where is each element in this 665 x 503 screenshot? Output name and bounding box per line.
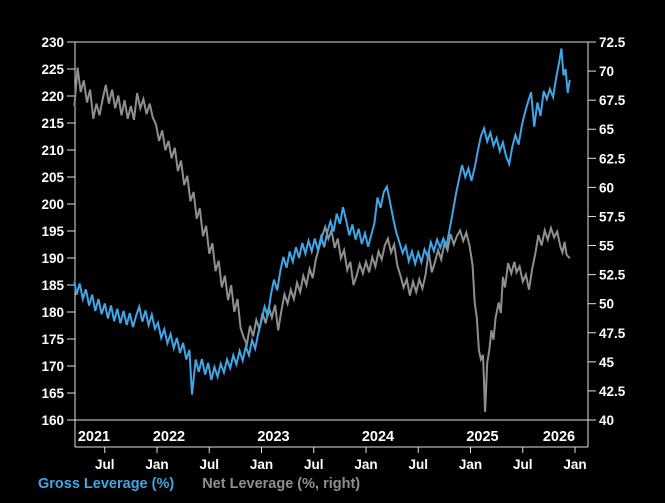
year-label: 2024	[362, 429, 394, 445]
right-axis-label: 50	[599, 297, 614, 312]
month-label: Jan	[563, 457, 586, 472]
left-axis-label: 215	[41, 116, 64, 131]
right-axis-label: 52.5	[599, 268, 626, 283]
left-axis-label: 165	[41, 386, 64, 401]
right-axis-label: 47.5	[599, 326, 626, 341]
month-label: Jan	[145, 457, 168, 472]
right-axis-label: 55	[599, 239, 615, 254]
right-axis-label: 72.5	[599, 35, 626, 50]
right-axis-label: 57.5	[599, 209, 626, 224]
year-label: 2025	[466, 429, 498, 445]
month-label: Jul	[304, 457, 324, 472]
left-axis-label: 180	[41, 305, 64, 320]
chart-title: US Fundamental L/S: Gross vs Net Leverag…	[172, 8, 493, 25]
left-axis-label: 230	[41, 35, 64, 50]
right-axis-label: 67.5	[599, 93, 626, 108]
net-leverage-line	[73, 67, 571, 412]
year-label: 2023	[257, 429, 289, 445]
legend-gross-leverage: Gross Leverage (%)	[38, 476, 175, 492]
left-axis-label: 220	[41, 89, 64, 104]
left-axis-label: 205	[41, 170, 64, 185]
year-label: 2026	[543, 429, 575, 445]
right-axis-label: 65	[599, 122, 615, 137]
right-axis-label: 70	[599, 64, 614, 79]
year-label: 2022	[153, 429, 185, 445]
left-axis-label: 195	[41, 224, 64, 239]
month-label: Jan	[354, 457, 377, 472]
left-axis-label: 160	[41, 413, 64, 428]
left-axis-label: 210	[41, 143, 64, 158]
left-axis-label: 225	[41, 62, 64, 77]
right-axis-label: 45	[599, 355, 615, 370]
right-axis-label: 60	[599, 180, 614, 195]
left-axis-label: 190	[41, 251, 64, 266]
right-axis-label: 40	[599, 413, 614, 428]
left-axis-label: 200	[41, 197, 64, 212]
right-axis-label: 42.5	[599, 384, 626, 399]
month-label: Jan	[459, 457, 482, 472]
month-label: Jul	[199, 457, 219, 472]
legend-net-leverage: Net Leverage (%, right)	[202, 476, 361, 492]
left-axis-label: 185	[41, 278, 64, 293]
month-label: Jan	[250, 457, 273, 472]
right-axis-label: 62.5	[599, 151, 626, 166]
month-label: Jul	[513, 457, 533, 472]
month-label: Jul	[95, 457, 115, 472]
year-label: 2021	[78, 429, 110, 445]
left-axis-label: 170	[41, 359, 64, 374]
legend: Gross Leverage (%) Net Leverage (%, right…	[38, 476, 388, 492]
left-axis-label: 175	[41, 332, 64, 347]
month-label: Jul	[408, 457, 428, 472]
gross-leverage-line	[73, 48, 571, 395]
